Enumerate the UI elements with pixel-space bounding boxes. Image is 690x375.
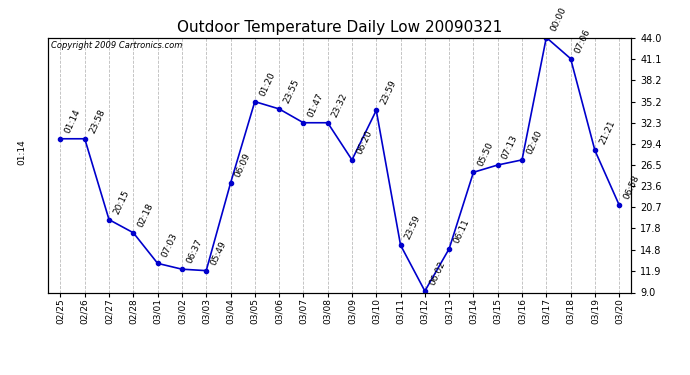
Text: 23:58: 23:58 [88, 108, 106, 135]
Text: 07:06: 07:06 [573, 27, 593, 54]
Text: 05:49: 05:49 [209, 239, 228, 267]
Text: 01:14: 01:14 [63, 108, 82, 135]
Text: 06:09: 06:09 [233, 152, 253, 179]
Text: 06:37: 06:37 [185, 238, 204, 265]
Text: 23:32: 23:32 [331, 92, 349, 118]
Text: 23:55: 23:55 [282, 78, 301, 105]
Text: 06:02: 06:02 [428, 260, 446, 287]
Text: 07:03: 07:03 [160, 232, 179, 259]
Text: 00:00: 00:00 [549, 6, 568, 33]
Text: 01:47: 01:47 [306, 92, 325, 118]
Text: 02:40: 02:40 [525, 129, 544, 156]
Text: 23:59: 23:59 [379, 79, 398, 106]
Text: 23:59: 23:59 [404, 214, 422, 241]
Text: Copyright 2009 Cartronics.com: Copyright 2009 Cartronics.com [51, 41, 183, 50]
Text: 21:21: 21:21 [598, 119, 617, 146]
Text: 05:50: 05:50 [476, 141, 495, 168]
Text: 06:58: 06:58 [622, 174, 641, 201]
Text: 07:13: 07:13 [500, 134, 520, 161]
Text: 02:18: 02:18 [136, 201, 155, 229]
Text: 06:20: 06:20 [355, 129, 374, 156]
Text: 01:20: 01:20 [257, 70, 277, 98]
Text: 01:14: 01:14 [17, 140, 26, 165]
Text: 20:15: 20:15 [112, 188, 131, 216]
Text: 06:11: 06:11 [452, 217, 471, 244]
Title: Outdoor Temperature Daily Low 20090321: Outdoor Temperature Daily Low 20090321 [177, 20, 502, 35]
